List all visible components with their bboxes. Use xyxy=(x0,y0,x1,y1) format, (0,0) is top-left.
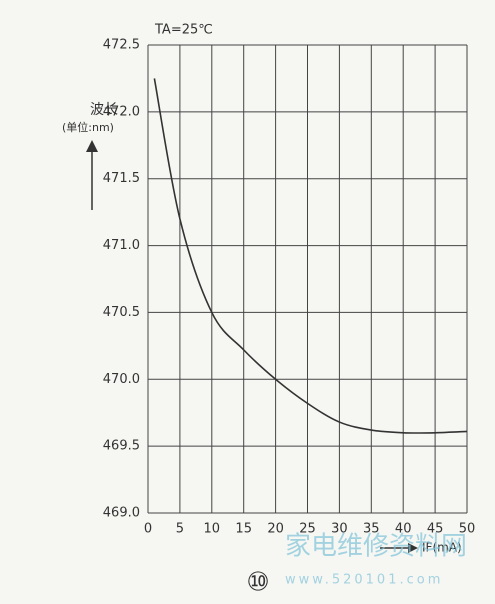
y-tick-label: 471.5 xyxy=(103,171,140,186)
x-tick-label: 0 xyxy=(144,522,152,537)
x-tick-label: 20 xyxy=(267,522,284,537)
y-arrow-head xyxy=(86,140,98,152)
x-tick-label: 15 xyxy=(235,522,252,537)
x-label: IF(mA) xyxy=(422,541,462,555)
y-unit: (单位:nm) xyxy=(62,120,114,134)
annotation: TA=25℃ xyxy=(154,23,213,38)
y-tick-label: 471.0 xyxy=(103,238,140,253)
x-tick-label: 10 xyxy=(204,522,221,537)
line xyxy=(153,78,468,434)
y-tick-label: 472.0 xyxy=(103,104,140,119)
y-label: 波长 xyxy=(90,102,118,118)
x-tick-label: 50 xyxy=(459,522,476,537)
watermark-text: 家电维修资料网 xyxy=(285,532,467,562)
x-tick-label: 40 xyxy=(395,522,412,537)
x-tick-label: 45 xyxy=(427,522,444,537)
x-tick-label: 5 xyxy=(176,522,184,537)
y-tick-label: 469.0 xyxy=(103,506,140,521)
y-tick-label: 472.5 xyxy=(103,38,140,53)
watermark-url: www.520101.com xyxy=(285,573,443,588)
y-tick-label: 469.5 xyxy=(103,439,140,454)
y-tick-label: 470.0 xyxy=(103,372,140,387)
figure-label: ⑩ xyxy=(246,568,269,598)
x-tick-label: 30 xyxy=(331,522,348,537)
x-arrow-head xyxy=(408,543,418,553)
y-tick-label: 470.5 xyxy=(103,305,140,320)
x-tick-label: 25 xyxy=(299,522,316,537)
x-tick-label: 35 xyxy=(363,522,380,537)
